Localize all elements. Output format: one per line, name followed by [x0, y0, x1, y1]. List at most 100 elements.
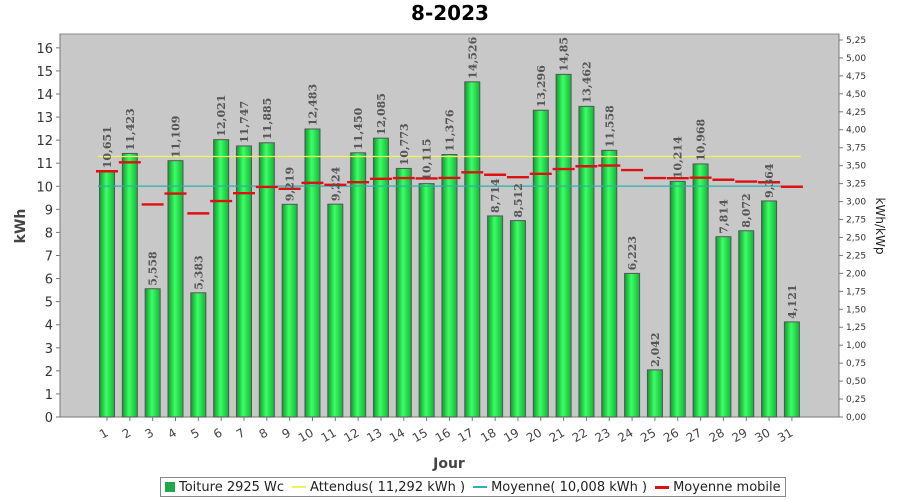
- y-tick-label: 8: [45, 226, 53, 241]
- data-label-day-13: 12,085: [375, 93, 388, 135]
- legend-label-moyenne: Moyenne( 10,008 kWh ): [491, 479, 648, 495]
- y-tick-label: 5: [45, 296, 53, 311]
- data-label-day-2: 11,423: [124, 108, 137, 150]
- y-right-tick-label: 0,00: [846, 413, 866, 423]
- y-right-tick-label: 2,25: [846, 251, 866, 261]
- bar-day-19: [509, 220, 526, 418]
- y-right-tick-label: 2,75: [846, 216, 866, 226]
- data-label-day-11: 9,224: [329, 166, 342, 201]
- legend-label-toiture: Toiture 2925 Wc: [179, 479, 285, 495]
- data-label-day-29: 8,072: [740, 193, 753, 227]
- y-right-tick-label: 3,75: [846, 144, 866, 154]
- y-right-tick-label: 0,75: [846, 359, 866, 369]
- x-tick-label-2: 2: [120, 425, 134, 441]
- y-tick-label: 3: [45, 342, 53, 357]
- y-tick-label: 14: [36, 88, 53, 103]
- bar-day-30: [761, 200, 778, 418]
- bar-day-5: [190, 292, 207, 418]
- data-label-day-21: 14,85: [558, 37, 571, 71]
- data-label-day-16: 11,376: [443, 109, 456, 151]
- x-tick-label-17: 17: [456, 425, 476, 445]
- x-tick-label-18: 18: [478, 425, 498, 445]
- y-tick-label: 11: [36, 157, 53, 172]
- data-label-day-17: 14,526: [466, 36, 479, 78]
- y-axis-right-label: kWh/kWp: [873, 198, 887, 255]
- bar-day-10: [304, 128, 321, 418]
- y-right-tick-label: 2,00: [846, 269, 866, 279]
- x-tick-label-28: 28: [707, 425, 727, 445]
- legend-swatch-moyenne: [473, 486, 488, 488]
- data-label-day-14: 10,773: [398, 123, 411, 165]
- y-right-tick-label: 1,75: [846, 287, 866, 297]
- y-tick-label: 7: [45, 249, 53, 264]
- x-tick-label-5: 5: [188, 425, 202, 441]
- data-label-day-20: 13,296: [535, 65, 548, 107]
- data-label-day-9: 9,219: [284, 167, 297, 201]
- x-tick-label-4: 4: [165, 425, 179, 441]
- bar-day-25: [646, 369, 663, 418]
- y-right-tick-label: 2,50: [846, 233, 866, 243]
- bar-day-1: [99, 170, 115, 418]
- legend-swatch-toiture: [165, 482, 175, 492]
- y-tick-label: 4: [45, 319, 53, 334]
- y-tick-label: 10: [36, 180, 53, 195]
- y-tick-label: 16: [36, 42, 53, 57]
- data-label-day-5: 5,383: [192, 255, 205, 289]
- data-label-day-31: 4,121: [786, 284, 799, 318]
- y-right-tick-label: 1,25: [846, 323, 866, 333]
- data-label-day-18: 8,714: [489, 178, 502, 213]
- y-right-tick-label: 4,00: [846, 126, 866, 136]
- y-tick-label: 15: [36, 65, 53, 80]
- bar-day-22: [578, 105, 595, 418]
- x-tick-label-16: 16: [433, 425, 453, 445]
- data-label-day-10: 12,483: [306, 84, 319, 126]
- legend-item-toiture: Toiture 2925 Wc: [165, 480, 284, 495]
- data-label-day-24: 6,223: [626, 236, 639, 270]
- bar-day-14: [395, 167, 412, 418]
- bar-day-27: [692, 163, 709, 418]
- x-tick-label-21: 21: [547, 425, 567, 445]
- legend-label-attendus: Attendus( 11,292 kWh ): [310, 479, 466, 495]
- x-axis-label: Jour: [432, 456, 465, 472]
- x-tick-label-12: 12: [341, 425, 361, 445]
- x-tick-label-23: 23: [593, 425, 613, 445]
- legend-label-moyenne-mobile: Moyenne mobile: [673, 479, 781, 495]
- x-tick-label-10: 10: [296, 425, 316, 445]
- data-label-day-25: 2,042: [649, 332, 662, 366]
- bar-day-17: [464, 81, 481, 418]
- data-label-day-3: 5,558: [147, 251, 160, 286]
- bar-day-3: [144, 288, 161, 418]
- data-label-day-30: 9,364: [763, 163, 776, 198]
- x-tick-label-20: 20: [524, 425, 544, 445]
- data-label-day-15: 10,115: [421, 139, 434, 181]
- legend: Toiture 2925 Wc Attendus( 11,292 kWh ) M…: [160, 477, 786, 497]
- y-tick-label: 2: [45, 365, 53, 380]
- chart-title: 8-2023: [411, 1, 489, 25]
- bar-day-26: [669, 180, 686, 418]
- legend-item-attendus: Attendus( 11,292 kWh ): [292, 480, 465, 495]
- x-tick-label-27: 27: [684, 425, 704, 445]
- bar-day-6: [213, 139, 230, 418]
- bar-day-8: [258, 142, 275, 418]
- x-tick-label-8: 8: [257, 425, 271, 441]
- x-tick-label-3: 3: [143, 425, 157, 441]
- x-tick-label-24: 24: [615, 425, 635, 445]
- bar-day-12: [350, 152, 367, 418]
- bar-day-21: [555, 73, 572, 418]
- x-tick-label-31: 31: [775, 425, 795, 445]
- x-tick-label-29: 29: [730, 425, 750, 445]
- data-label-day-4: 11,109: [169, 116, 182, 158]
- bar-day-31: [783, 321, 800, 418]
- bar-day-18: [487, 215, 504, 418]
- y-right-tick-label: 1,00: [846, 341, 866, 351]
- x-tick-label-25: 25: [638, 425, 658, 445]
- legend-item-moyenne-mobile: Moyenne mobile: [655, 480, 781, 495]
- y-right-tick-label: 1,50: [846, 305, 866, 315]
- x-tick-label-6: 6: [211, 425, 225, 441]
- data-label-day-7: 11,747: [238, 101, 251, 143]
- data-label-day-22: 13,462: [580, 61, 593, 103]
- y-tick-label: 12: [36, 134, 53, 149]
- data-label-day-8: 11,885: [261, 98, 274, 140]
- legend-swatch-moyenne-mobile: [655, 485, 670, 489]
